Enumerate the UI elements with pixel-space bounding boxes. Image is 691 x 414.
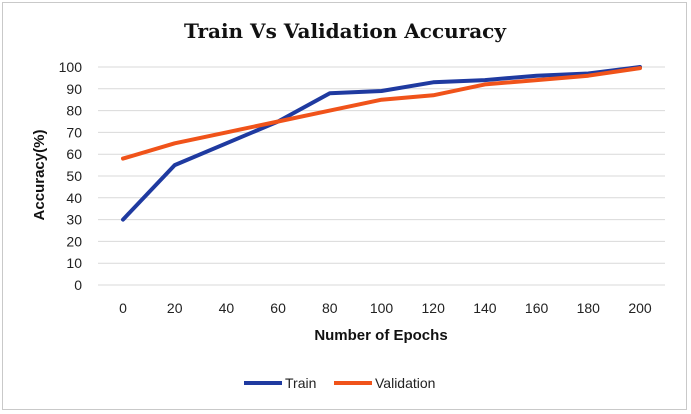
x-tick-label: 160 xyxy=(525,300,549,316)
series-line-validation xyxy=(121,66,642,161)
legend-label-validation: Validation xyxy=(375,375,435,391)
y-tick-label: 100 xyxy=(59,59,83,75)
x-tick-label: 200 xyxy=(628,300,652,316)
y-tick-label: 10 xyxy=(66,255,82,271)
x-tick-labels: 0 20 40 60 80 100 120 140 160 180 200 xyxy=(119,300,652,316)
y-tick-label: 20 xyxy=(66,233,82,249)
x-tick-label: 100 xyxy=(370,300,394,316)
gridlines xyxy=(98,66,665,286)
legend: Train Validation xyxy=(244,375,435,391)
x-tick-label: 0 xyxy=(119,300,127,316)
y-tick-label: 80 xyxy=(66,103,82,119)
y-tick-label: 60 xyxy=(66,146,82,162)
chart-title: Train Vs Validation Accuracy xyxy=(184,19,507,43)
x-tick-label: 20 xyxy=(167,300,183,316)
x-tick-label: 40 xyxy=(219,300,235,316)
chart-frame xyxy=(2,2,687,410)
y-tick-labels: 0 10 20 30 40 50 60 70 80 90 100 xyxy=(59,59,83,293)
y-tick-label: 50 xyxy=(66,168,82,184)
x-tick-label: 120 xyxy=(422,300,446,316)
x-tick-label: 80 xyxy=(322,300,338,316)
y-tick-label: 90 xyxy=(66,81,82,97)
y-axis-label: Accuracy(%) xyxy=(31,130,48,221)
y-tick-label: 70 xyxy=(66,124,82,140)
x-tick-label: 60 xyxy=(270,300,286,316)
legend-label-train: Train xyxy=(285,375,316,391)
y-tick-label: 0 xyxy=(74,277,82,293)
series-line-train xyxy=(121,65,642,222)
series-lines xyxy=(121,65,642,222)
y-tick-label: 30 xyxy=(66,212,82,228)
y-tick-label: 40 xyxy=(66,190,82,206)
x-axis-label: Number of Epochs xyxy=(314,327,447,344)
x-tick-label: 140 xyxy=(473,300,497,316)
x-tick-label: 180 xyxy=(577,300,601,316)
